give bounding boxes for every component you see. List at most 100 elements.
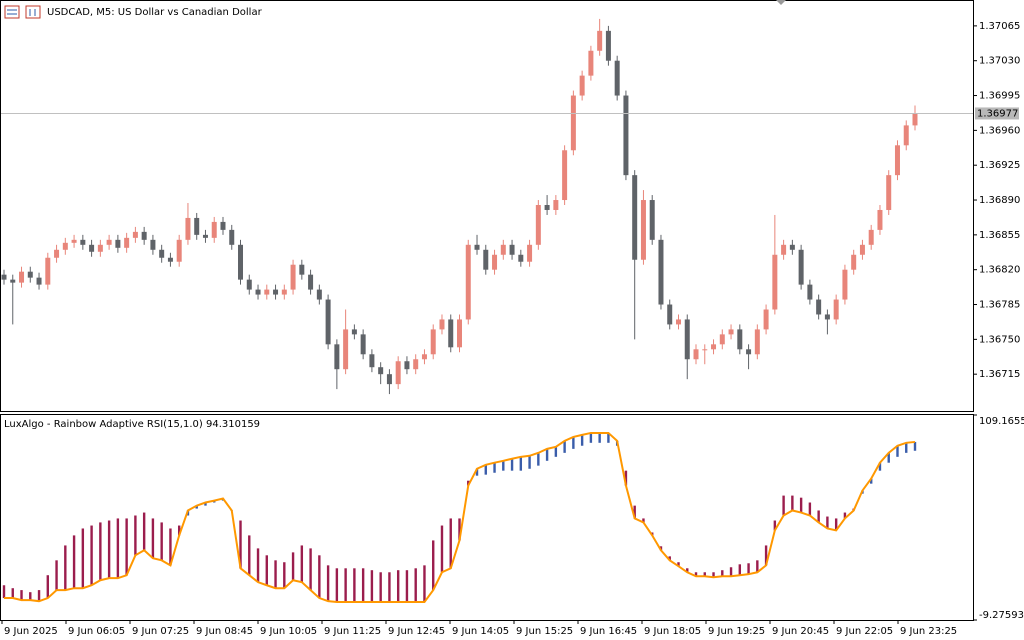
histogram-bar bbox=[20, 590, 23, 601]
histogram-bar bbox=[729, 567, 733, 577]
histogram-bar bbox=[283, 562, 286, 589]
x-tick-label: 9 Jun 16:45 bbox=[580, 626, 637, 637]
candle-body bbox=[824, 314, 830, 320]
candle-body bbox=[457, 319, 462, 348]
candle-body bbox=[597, 30, 603, 51]
candle-body bbox=[106, 239, 112, 245]
histogram-bar bbox=[467, 480, 470, 486]
candle-body bbox=[62, 242, 68, 250]
last-price-box bbox=[975, 107, 1019, 120]
histogram-bar bbox=[545, 448, 549, 461]
histogram-bar bbox=[799, 497, 803, 513]
candle-body bbox=[868, 229, 874, 245]
candle-body bbox=[772, 254, 778, 310]
x-tick-label: 9 Jun 22:05 bbox=[836, 626, 893, 637]
candle-body bbox=[693, 349, 699, 360]
histogram-bar bbox=[817, 510, 820, 523]
main-pane-frame bbox=[0, 0, 974, 412]
histogram-bar bbox=[870, 478, 873, 484]
histogram-bar bbox=[64, 545, 67, 591]
y-tick-label: 1.36960 bbox=[979, 125, 1020, 136]
candle-body bbox=[851, 254, 857, 270]
rsi-line bbox=[4, 431, 916, 604]
symbol-icons bbox=[4, 5, 41, 19]
histogram-bar bbox=[300, 545, 304, 583]
candle-body bbox=[386, 374, 392, 385]
candle-body bbox=[903, 125, 909, 146]
histogram-bar bbox=[712, 572, 715, 578]
histogram-bar bbox=[388, 572, 391, 603]
y-tick-label: 1.36715 bbox=[979, 369, 1020, 380]
candle-body bbox=[833, 299, 839, 320]
y-tick-label: 1.36890 bbox=[979, 195, 1020, 206]
histogram-bar bbox=[318, 555, 321, 599]
indicator-title: LuxAlgo - Rainbow Adaptive RSI(15,1.0) 9… bbox=[4, 419, 260, 430]
candle-body bbox=[316, 289, 322, 300]
scroll-marker bbox=[776, 0, 786, 5]
candle-body bbox=[807, 284, 813, 300]
histogram-bar bbox=[624, 470, 628, 486]
candle-body bbox=[448, 319, 454, 348]
y-tick-label: -9.275935 bbox=[979, 610, 1024, 621]
candle-body bbox=[483, 249, 489, 270]
histogram-bar bbox=[913, 441, 917, 451]
histogram-bar bbox=[572, 436, 575, 449]
candle-body bbox=[658, 239, 664, 305]
histogram-bar bbox=[125, 518, 128, 576]
histogram-bar bbox=[55, 560, 58, 591]
x-tick-label: 9 Jun 11:25 bbox=[324, 626, 381, 637]
candle-body bbox=[255, 289, 261, 295]
histogram-bar bbox=[204, 502, 207, 506]
histogram-bar bbox=[396, 570, 400, 603]
candle-body bbox=[141, 231, 147, 240]
x-tick-label: 9 Jun 12:45 bbox=[388, 626, 445, 637]
candle-body bbox=[54, 249, 60, 258]
candle-body bbox=[518, 254, 524, 262]
candle-body bbox=[238, 244, 244, 280]
histogram-bar bbox=[353, 568, 356, 603]
histogram-bar bbox=[414, 568, 417, 603]
candle-body bbox=[605, 30, 611, 61]
histogram-bar bbox=[160, 522, 163, 561]
candle-body bbox=[737, 329, 743, 350]
candle-body bbox=[10, 279, 16, 283]
candle-body bbox=[667, 304, 673, 325]
histogram-bar bbox=[195, 505, 198, 509]
candle-body bbox=[220, 221, 226, 230]
last-price-label: 1.36977 bbox=[977, 108, 1018, 119]
candle-body bbox=[185, 217, 191, 240]
histogram-bar bbox=[519, 456, 523, 471]
x-tick-label: 9 Jun 20:45 bbox=[772, 626, 829, 637]
candle-body bbox=[89, 244, 95, 252]
candle-body bbox=[894, 145, 900, 176]
candle-body bbox=[395, 361, 401, 385]
candle-body bbox=[711, 344, 717, 350]
histogram-bar bbox=[361, 568, 365, 603]
histogram-bar bbox=[668, 556, 671, 561]
candle-body bbox=[675, 319, 681, 325]
histogram-bar bbox=[589, 432, 593, 443]
candle-body bbox=[264, 289, 270, 295]
candle-body bbox=[36, 277, 42, 285]
histogram-bar bbox=[642, 518, 645, 523]
candle-body bbox=[211, 221, 217, 238]
candle-body bbox=[702, 349, 708, 351]
candle-body bbox=[80, 239, 86, 245]
candle-body bbox=[492, 254, 498, 270]
candle-body bbox=[404, 361, 410, 370]
candle-body bbox=[570, 95, 576, 151]
candle-body bbox=[877, 209, 883, 230]
candle-body bbox=[325, 299, 331, 345]
histogram-bar bbox=[335, 568, 339, 603]
candle-body bbox=[176, 239, 182, 262]
candle-body bbox=[789, 244, 795, 250]
histogram-bar bbox=[458, 518, 461, 541]
histogram-bar bbox=[370, 570, 374, 603]
candle-body bbox=[378, 367, 384, 375]
candle-body bbox=[763, 309, 769, 330]
candle-body bbox=[124, 237, 130, 248]
histogram-bar bbox=[379, 572, 382, 603]
candle-body bbox=[544, 205, 550, 210]
histogram-bar bbox=[265, 555, 268, 586]
histogram-bar bbox=[493, 462, 496, 473]
